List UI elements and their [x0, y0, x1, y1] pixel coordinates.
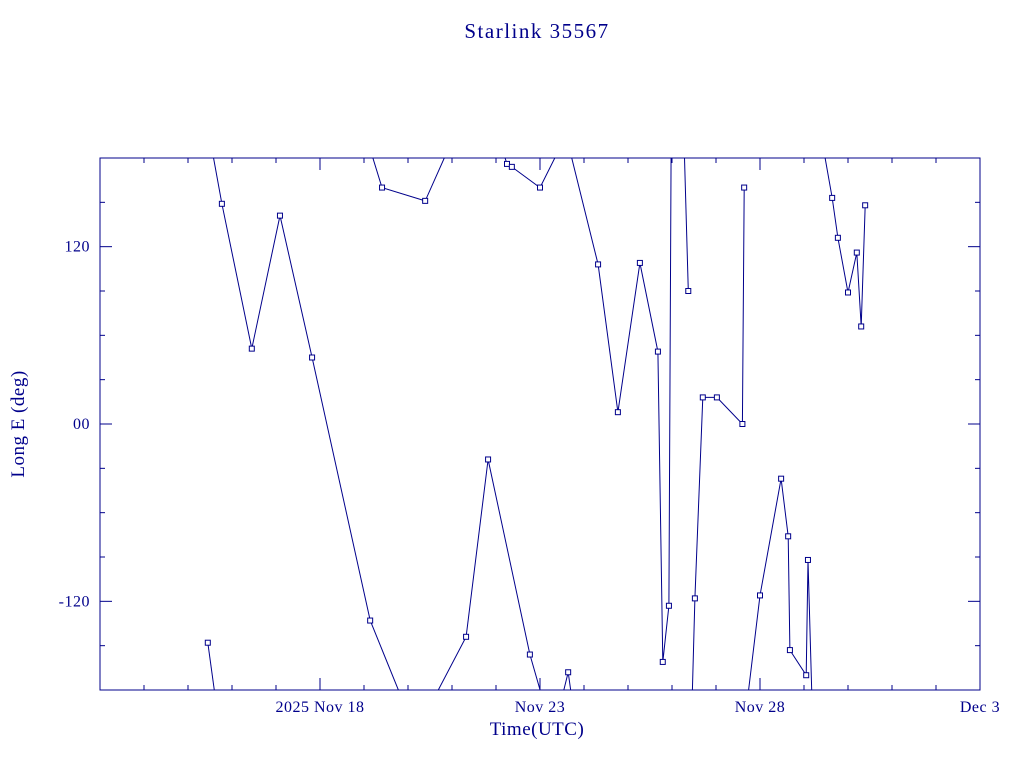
data-point-marker	[739, 421, 746, 427]
y-tick-label: 120	[65, 239, 91, 256]
data-point-marker	[636, 259, 643, 266]
data-point-marker	[834, 234, 841, 241]
y-axis-label: Long E (deg)	[8, 370, 29, 477]
x-axis-label: Time(UTC)	[490, 719, 585, 740]
data-point-marker	[537, 184, 543, 191]
series-segment	[691, 187, 745, 690]
x-tick-label: Nov 23	[515, 699, 566, 716]
data-point-marker	[853, 249, 860, 256]
data-series	[204, 158, 869, 690]
data-point-marker	[685, 288, 692, 294]
data-point-marker	[379, 184, 386, 191]
data-point-marker	[829, 194, 836, 201]
data-point-marker	[786, 647, 793, 654]
data-point-marker	[204, 639, 211, 646]
data-point-marker	[565, 669, 572, 676]
data-point-marker	[699, 394, 706, 401]
data-point-marker	[659, 658, 666, 665]
data-point-marker	[595, 261, 602, 268]
series-segment	[748, 478, 813, 690]
tick-marks	[99, 158, 981, 690]
data-point-marker	[367, 617, 374, 624]
data-point-marker	[665, 602, 672, 609]
data-point-marker	[504, 160, 510, 167]
data-point-marker	[218, 200, 225, 207]
y-tick-label: -120	[59, 593, 90, 610]
data-point-marker	[803, 672, 810, 679]
data-point-marker	[858, 323, 865, 330]
data-point-marker	[804, 556, 811, 563]
data-point-marker	[463, 633, 470, 640]
data-point-marker	[276, 212, 283, 219]
x-tick-label: Nov 28	[735, 699, 786, 716]
data-point-marker	[526, 651, 533, 658]
x-tick-label: 2025 Nov 18	[275, 699, 364, 716]
series-segment	[563, 672, 572, 690]
data-point-marker	[741, 184, 748, 191]
data-point-marker	[508, 163, 515, 170]
data-point-marker	[862, 202, 869, 209]
data-point-marker	[778, 475, 785, 482]
series-segment	[372, 158, 445, 202]
y-tick-label: 00	[73, 416, 90, 433]
data-point-marker	[691, 595, 698, 602]
plot-frame	[99, 157, 981, 691]
data-point-marker	[845, 289, 851, 296]
data-point-marker	[785, 533, 792, 540]
data-point-marker	[485, 456, 492, 463]
data-point-marker	[654, 348, 661, 355]
series-segment	[437, 459, 541, 690]
chart-title: Starlink 35567	[464, 19, 609, 43]
data-point-marker	[757, 592, 763, 599]
series-segment	[571, 158, 672, 662]
series-segment	[684, 158, 689, 292]
series-segment	[213, 158, 399, 690]
data-point-marker	[614, 409, 621, 416]
data-point-marker	[422, 197, 429, 204]
data-point-marker	[309, 354, 316, 361]
series-segment	[207, 642, 215, 690]
data-point-marker	[713, 394, 720, 401]
series-segment	[824, 158, 866, 327]
data-point-marker	[248, 345, 255, 352]
x-tick-label: Dec 3	[960, 699, 1000, 716]
